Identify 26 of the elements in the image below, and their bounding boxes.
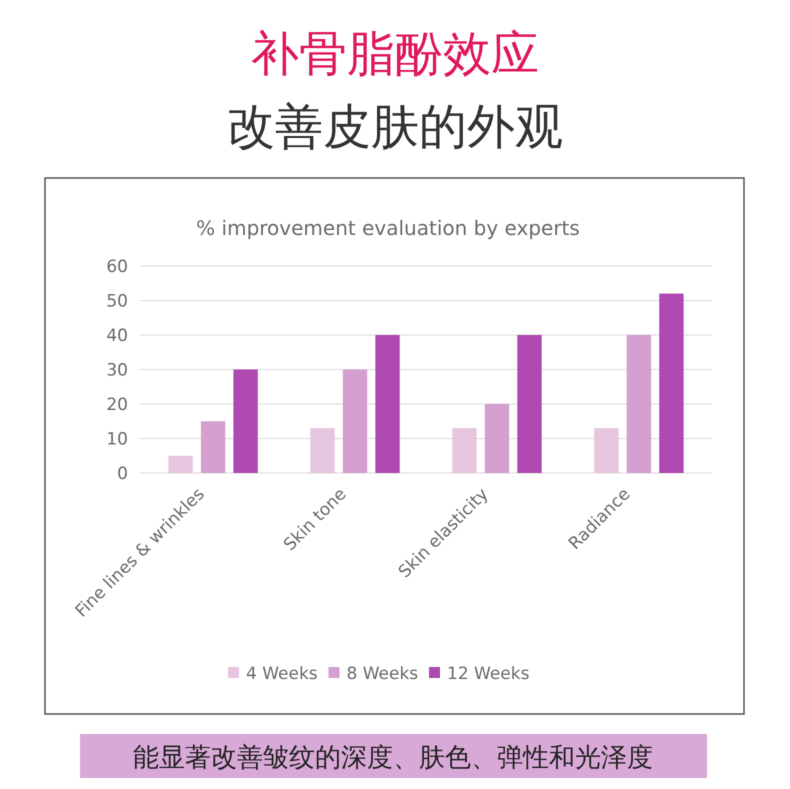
bar [659,294,684,473]
y-tick-label: 20 [106,395,128,415]
y-tick-label: 30 [106,360,128,380]
legend-label: 8 Weeks [346,664,418,684]
bar [310,428,335,473]
y-tick-label: 40 [106,326,128,346]
bar [594,428,619,473]
bar [626,335,652,473]
y-tick-label: 0 [117,464,128,484]
bar [342,370,368,473]
bar [233,370,258,473]
chart-title: 补骨脂酚效应 [251,26,539,82]
bar [200,421,226,473]
bar [168,456,193,473]
text: 能显著改善皱纹的深度、肤色、弹性和光泽度 [133,743,653,773]
bar [375,335,400,473]
legend-label: 12 Weeks [447,664,530,684]
bar [484,404,510,473]
text: % improvement evaluation by experts [196,216,580,240]
bar [452,428,477,473]
legend-label: 4 Weeks [246,664,318,684]
chart-subtitle: 改善皮肤的外观 [227,99,563,155]
bar [517,335,542,473]
y-tick-label: 50 [106,292,128,312]
y-tick-label: 60 [106,257,128,277]
y-tick-label: 10 [106,430,128,450]
